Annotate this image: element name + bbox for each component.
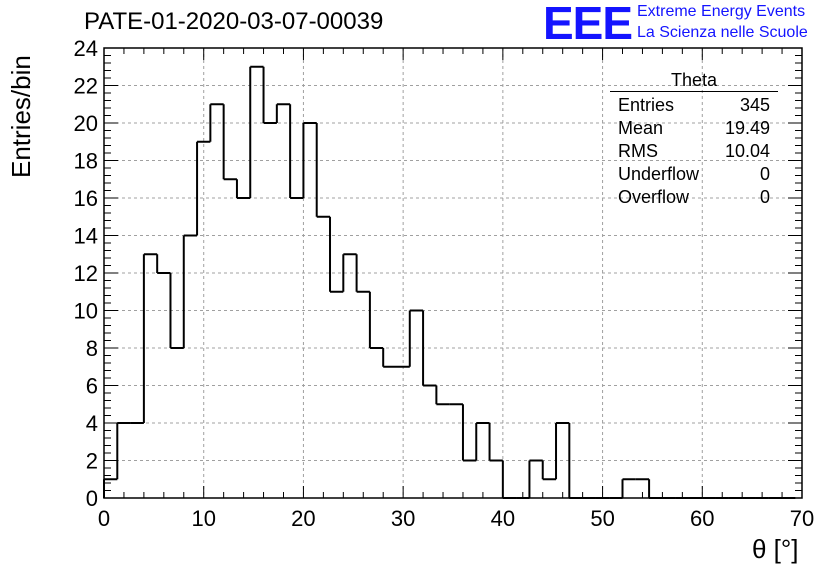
- stats-row-overflow: Overflow 0: [610, 186, 778, 209]
- y-tick-label: 4: [86, 411, 98, 436]
- stats-value: 19.49: [724, 118, 770, 138]
- x-axis-label: θ [°]: [752, 534, 799, 564]
- stats-label: Mean: [618, 118, 664, 138]
- y-tick-label: 14: [74, 224, 98, 249]
- plot-title: PATE-01-2020-03-07-00039: [84, 8, 384, 35]
- stats-row-underflow: Underflow 0: [610, 163, 778, 186]
- eee-logo: EEE: [543, 0, 633, 49]
- stats-value: 0: [759, 164, 770, 184]
- x-tick-label: 30: [391, 506, 415, 531]
- y-tick-label: 12: [74, 261, 98, 286]
- y-tick-label: 24: [74, 36, 98, 61]
- stats-value: 345: [739, 95, 770, 115]
- logo-tagline-2: La Scienza nelle Scuole: [637, 24, 808, 41]
- stats-row-mean: Mean 19.49: [610, 117, 778, 140]
- y-tick-label: 2: [86, 449, 98, 474]
- x-tick-label: 0: [98, 506, 110, 531]
- y-tick-label: 10: [74, 299, 98, 324]
- y-tick-label: 20: [74, 111, 98, 136]
- y-tick-label: 18: [74, 149, 98, 174]
- stats-label: RMS: [618, 141, 658, 161]
- x-tick-label: 60: [690, 506, 714, 531]
- y-tick-label: 8: [86, 336, 98, 361]
- stats-row-entries: Entries 345: [610, 94, 778, 117]
- y-tick-label: 6: [86, 374, 98, 399]
- stats-label: Underflow: [618, 164, 700, 184]
- x-tick-label: 40: [491, 506, 515, 531]
- stats-value: 10.04: [724, 141, 770, 161]
- x-tick-label: 50: [590, 506, 614, 531]
- x-tick-label: 70: [790, 506, 814, 531]
- stats-title: Theta: [610, 70, 778, 92]
- x-tick-label: 20: [291, 506, 315, 531]
- y-tick-label: 16: [74, 186, 98, 211]
- stats-label: Entries: [618, 95, 675, 115]
- logo-tagline-1: Extreme Energy Events: [637, 3, 806, 20]
- stats-box: Theta Entries 345 Mean 19.49 RMS 10.04 U…: [610, 70, 778, 209]
- stats-label: Overflow: [618, 187, 690, 207]
- y-tick-label: 0: [86, 486, 98, 511]
- y-tick-label: 22: [74, 74, 98, 99]
- x-tick-label: 10: [191, 506, 215, 531]
- stats-value: 0: [759, 187, 770, 207]
- stats-row-rms: RMS 10.04: [610, 140, 778, 163]
